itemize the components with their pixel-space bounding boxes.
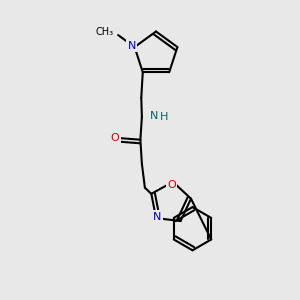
Text: CH₃: CH₃ xyxy=(95,27,114,37)
Text: H: H xyxy=(160,112,169,122)
Text: N: N xyxy=(150,111,159,121)
Text: N: N xyxy=(153,212,162,222)
Text: O: O xyxy=(110,133,119,143)
Text: N: N xyxy=(128,40,136,50)
Text: O: O xyxy=(167,180,176,190)
